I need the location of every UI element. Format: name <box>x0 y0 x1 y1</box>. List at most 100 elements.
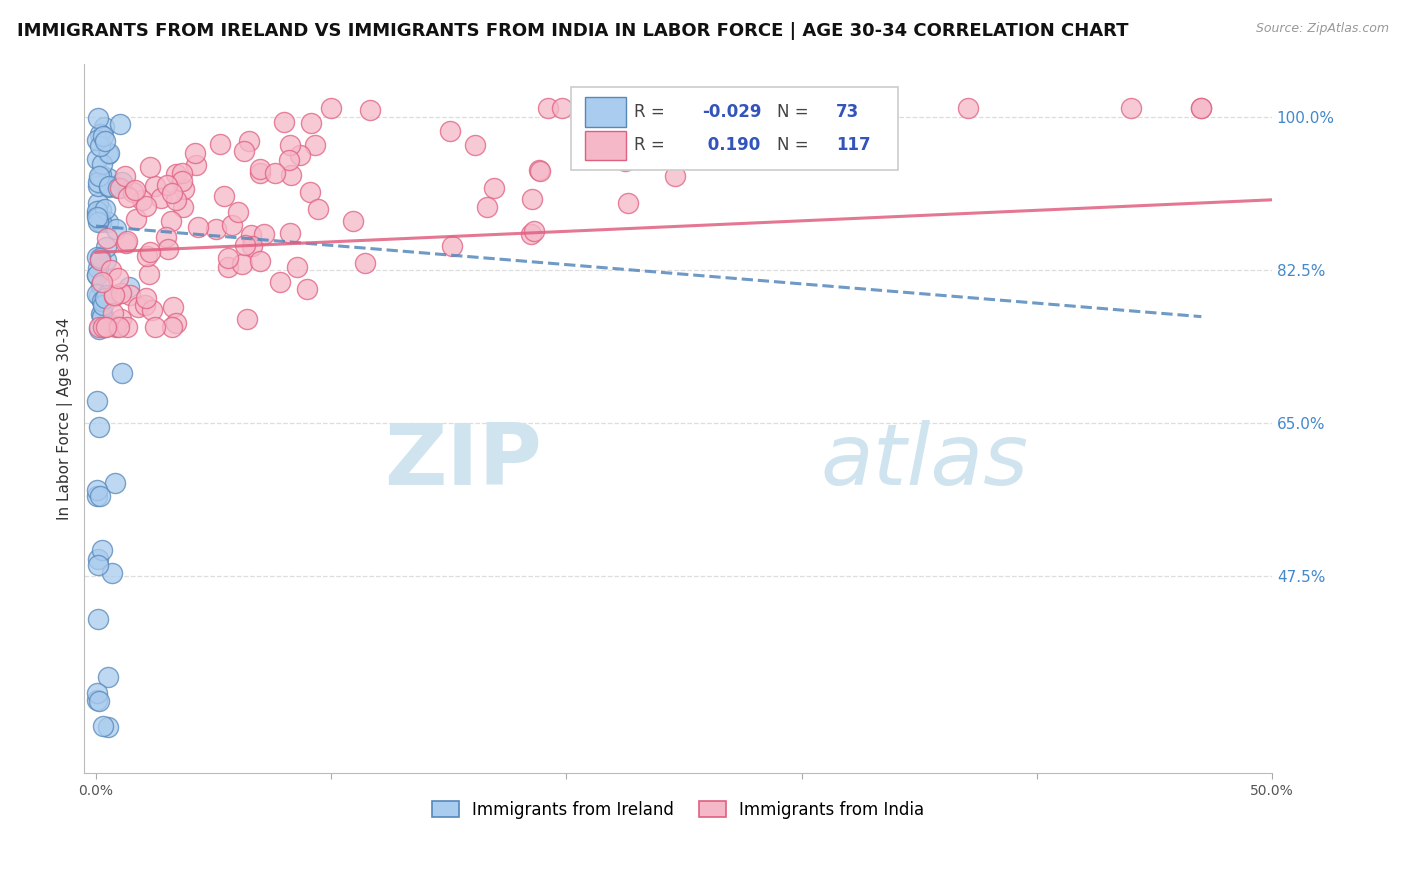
Point <box>831 117 853 131</box>
Point <box>232 144 254 158</box>
Point <box>685 127 707 141</box>
Text: 117: 117 <box>837 136 870 154</box>
Point <box>359 103 381 117</box>
Point <box>86 287 108 301</box>
Point <box>96 287 118 301</box>
Point <box>89 489 111 503</box>
Point <box>90 543 112 558</box>
Point <box>86 152 108 166</box>
Point <box>136 249 159 263</box>
Point <box>139 244 162 259</box>
Point <box>110 311 132 326</box>
Point <box>551 101 574 115</box>
Point <box>583 101 606 115</box>
Point <box>157 242 180 256</box>
Point <box>87 420 110 434</box>
Point <box>212 188 235 202</box>
Point <box>165 193 187 207</box>
Point <box>103 288 125 302</box>
Point <box>138 268 160 282</box>
Point <box>613 154 636 169</box>
Point <box>342 214 364 228</box>
Point <box>94 240 117 254</box>
Point <box>217 252 239 266</box>
Point <box>86 268 108 282</box>
Point <box>124 183 146 197</box>
Point <box>90 215 112 229</box>
Point <box>103 306 125 320</box>
Point <box>87 551 110 566</box>
Point <box>298 186 321 200</box>
Point <box>93 134 115 148</box>
Point <box>249 254 271 268</box>
Point <box>105 319 128 334</box>
Point <box>155 229 177 244</box>
Point <box>135 199 157 213</box>
Point <box>240 239 263 253</box>
Point <box>170 174 193 188</box>
Point <box>89 139 111 153</box>
Point <box>482 181 505 195</box>
Point <box>209 137 232 152</box>
Point <box>87 289 110 303</box>
Point <box>86 250 108 264</box>
Point <box>522 192 544 206</box>
Point <box>304 138 326 153</box>
Point <box>89 322 111 336</box>
Point <box>288 148 311 162</box>
Point <box>703 101 725 115</box>
Point <box>90 156 112 170</box>
Point <box>115 234 138 248</box>
Point <box>87 319 110 334</box>
Point <box>97 146 120 161</box>
Point <box>90 306 112 320</box>
Point <box>173 182 195 196</box>
Point <box>98 178 121 193</box>
Point <box>269 275 291 289</box>
Point <box>235 312 257 326</box>
Point <box>104 475 127 490</box>
Point <box>108 319 131 334</box>
Point <box>94 291 117 305</box>
Point <box>86 207 108 221</box>
Text: IMMIGRANTS FROM IRELAND VS IMMIGRANTS FROM INDIA IN LABOR FORCE | AGE 30-34 CORR: IMMIGRANTS FROM IRELAND VS IMMIGRANTS FR… <box>17 22 1129 40</box>
Point <box>441 239 464 253</box>
Point <box>165 317 187 331</box>
Point <box>100 262 122 277</box>
Text: N =: N = <box>776 103 814 120</box>
Point <box>285 260 308 274</box>
Point <box>86 394 108 409</box>
Point <box>86 133 108 147</box>
Point <box>162 300 184 314</box>
Point <box>107 181 129 195</box>
Point <box>127 300 149 314</box>
Point <box>91 298 114 312</box>
Point <box>231 257 253 271</box>
Point <box>149 191 172 205</box>
Point <box>249 162 271 177</box>
Text: N =: N = <box>776 136 814 154</box>
Point <box>91 128 114 143</box>
Text: ZIP: ZIP <box>384 420 541 503</box>
Point <box>160 214 183 228</box>
Point <box>131 194 153 208</box>
Text: R =: R = <box>634 136 671 154</box>
Point <box>228 204 250 219</box>
Point <box>87 558 110 573</box>
Point <box>221 218 243 232</box>
Point <box>120 288 142 302</box>
Point <box>217 260 239 274</box>
Point <box>97 214 120 228</box>
Point <box>143 179 166 194</box>
Point <box>1119 101 1142 115</box>
Point <box>90 307 112 321</box>
Point <box>536 101 558 115</box>
Point <box>90 293 112 308</box>
Point <box>124 212 146 227</box>
Point <box>184 145 207 160</box>
Point <box>121 185 143 199</box>
Point <box>89 214 111 228</box>
Point <box>86 612 108 626</box>
Point <box>86 489 108 503</box>
Point <box>87 178 110 193</box>
